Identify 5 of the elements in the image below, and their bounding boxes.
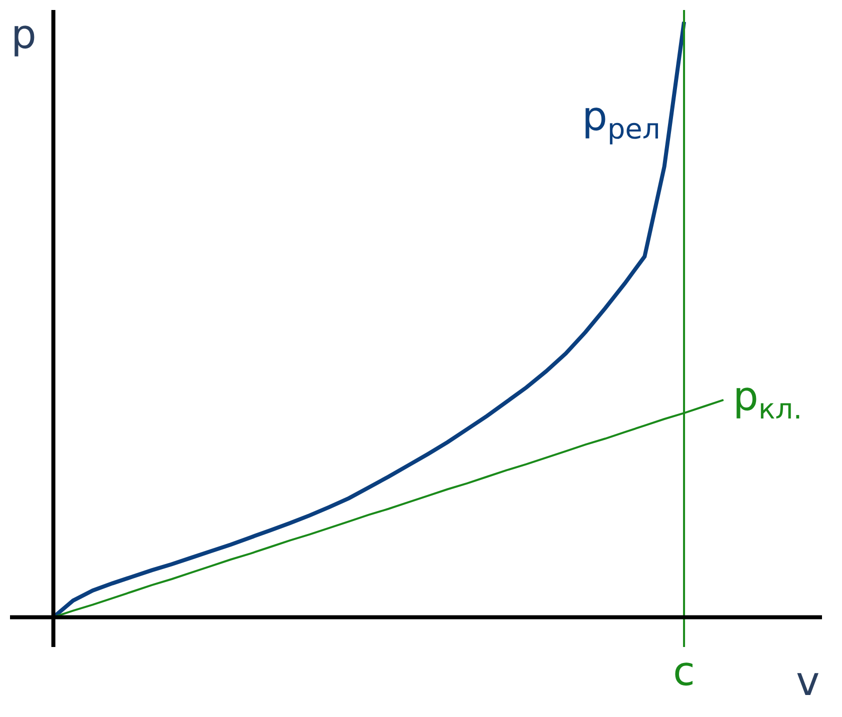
series-label: p$_{рел}$	[582, 94, 660, 146]
y-axis-title: p	[11, 12, 36, 58]
x-axis-title: v	[796, 659, 820, 705]
text: c	[673, 649, 695, 695]
series-label: p$_{кл.}$	[733, 374, 802, 426]
